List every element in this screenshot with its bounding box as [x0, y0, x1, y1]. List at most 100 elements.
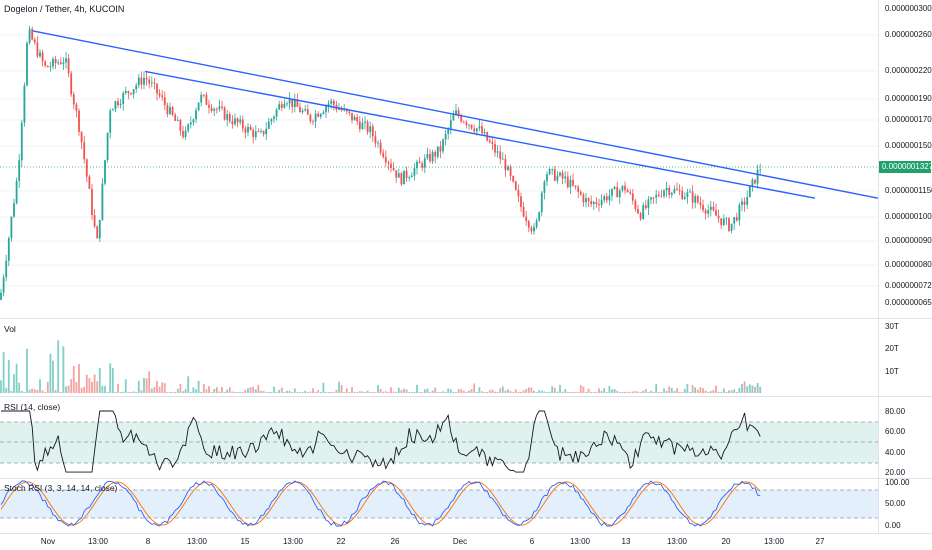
volume-bar: [488, 390, 491, 393]
candle-body: [743, 201, 746, 205]
candle-body: [145, 77, 148, 80]
candle-body: [517, 189, 520, 197]
volume-bar: [468, 390, 470, 393]
volume-axis-label: 30T: [885, 322, 899, 331]
volume-bar: [626, 391, 629, 393]
candle-body: [65, 58, 67, 63]
candle-body: [5, 260, 8, 278]
volume-bar: [421, 392, 424, 393]
volume-bar: [556, 391, 559, 393]
volume-bar: [23, 392, 26, 393]
candle-body: [556, 175, 559, 181]
volume-bar: [98, 368, 101, 393]
volume-bar: [18, 382, 21, 393]
candle-body: [15, 180, 18, 204]
volume-bar: [104, 386, 106, 393]
volume-bar: [631, 391, 634, 393]
candle-body: [187, 124, 190, 131]
volume-bar: [392, 391, 395, 393]
volume-axis-label: 20T: [885, 344, 899, 353]
candle-body: [595, 202, 598, 205]
volume-bar: [369, 392, 372, 393]
volume-bar: [137, 380, 140, 393]
volume-bar: [267, 391, 270, 393]
candle-body: [135, 85, 138, 90]
candle-body: [702, 204, 704, 211]
volume-bar: [85, 374, 88, 393]
candle-body: [369, 126, 372, 133]
candle-body: [254, 131, 257, 138]
candle-body: [496, 151, 499, 153]
price-axis-label: 0.0000001500: [885, 141, 932, 150]
stoch-rsi-axis[interactable]: 100.00 50.00 0.00: [878, 478, 932, 533]
rsi-axis[interactable]: 80.00 60.00 40.00 20.00: [878, 396, 932, 478]
candle-body: [314, 113, 317, 122]
volume-bar: [673, 391, 676, 393]
volume-bar: [473, 383, 476, 393]
candle-body: [434, 152, 437, 157]
candle-body: [356, 116, 359, 122]
volume-bar: [252, 386, 255, 393]
volume-bar: [273, 386, 275, 393]
candle-body: [299, 106, 301, 113]
candle-body: [150, 82, 153, 84]
volume-bar: [595, 391, 598, 393]
volume-bar: [644, 389, 647, 393]
price-axis-label: 0.0000001000: [885, 212, 932, 221]
candle-body: [457, 110, 460, 116]
volume-bar: [603, 388, 606, 393]
pane-divider[interactable]: [0, 478, 932, 479]
volume-bar: [13, 374, 15, 393]
candle-body: [192, 119, 195, 123]
volume-bar: [738, 387, 741, 393]
volume-bar: [569, 392, 572, 393]
candle-body: [44, 61, 47, 66]
candle-body: [153, 82, 156, 84]
pane-divider[interactable]: [0, 318, 932, 319]
candle-body: [452, 114, 455, 121]
volume-bar: [171, 391, 174, 393]
candle-body: [538, 212, 541, 221]
candle-body: [13, 203, 15, 217]
current-price-badge: 0.0000001327: [879, 161, 932, 173]
candle-body: [608, 195, 611, 201]
volume-bar: [351, 386, 353, 393]
candle-body: [205, 94, 208, 105]
volume-bar: [291, 392, 294, 393]
volume-axis[interactable]: 30T 20T 10T: [878, 318, 932, 396]
candle-body: [720, 218, 723, 225]
stoch-axis-label: 50.00: [885, 499, 906, 508]
candle-body: [431, 152, 434, 162]
volume-bar: [228, 387, 231, 393]
candle-body: [585, 198, 587, 203]
candle-body: [660, 195, 663, 197]
volume-bar: [624, 392, 626, 393]
volume-bar: [377, 385, 379, 393]
volume-bar: [618, 392, 621, 393]
candle-body: [283, 103, 286, 108]
price-axis-label: 0.0000003000: [885, 4, 932, 13]
volume-bar: [444, 392, 447, 393]
volume-bar: [548, 391, 551, 393]
volume-bar: [364, 392, 366, 393]
volume-bar: [543, 391, 546, 393]
candle-body: [208, 104, 210, 108]
candle-body: [579, 191, 582, 195]
volume-bar: [447, 388, 450, 393]
volume-bar: [501, 386, 504, 393]
price-axis[interactable]: 0.0000003000 0.0000002600 0.0000002200 0.00…: [878, 0, 932, 318]
volume-bar: [691, 385, 694, 393]
volume-bar: [647, 392, 650, 393]
candle-body: [577, 187, 580, 192]
time-axis-label: 13:00: [87, 537, 109, 546]
pane-divider[interactable]: [0, 396, 932, 397]
volume-bar: [275, 392, 278, 393]
volume-bar: [176, 388, 179, 393]
volume-bar: [106, 392, 109, 393]
volume-bar: [681, 392, 684, 393]
volume-bar: [223, 392, 226, 393]
candle-body: [600, 200, 603, 206]
volume-bar: [44, 392, 47, 393]
